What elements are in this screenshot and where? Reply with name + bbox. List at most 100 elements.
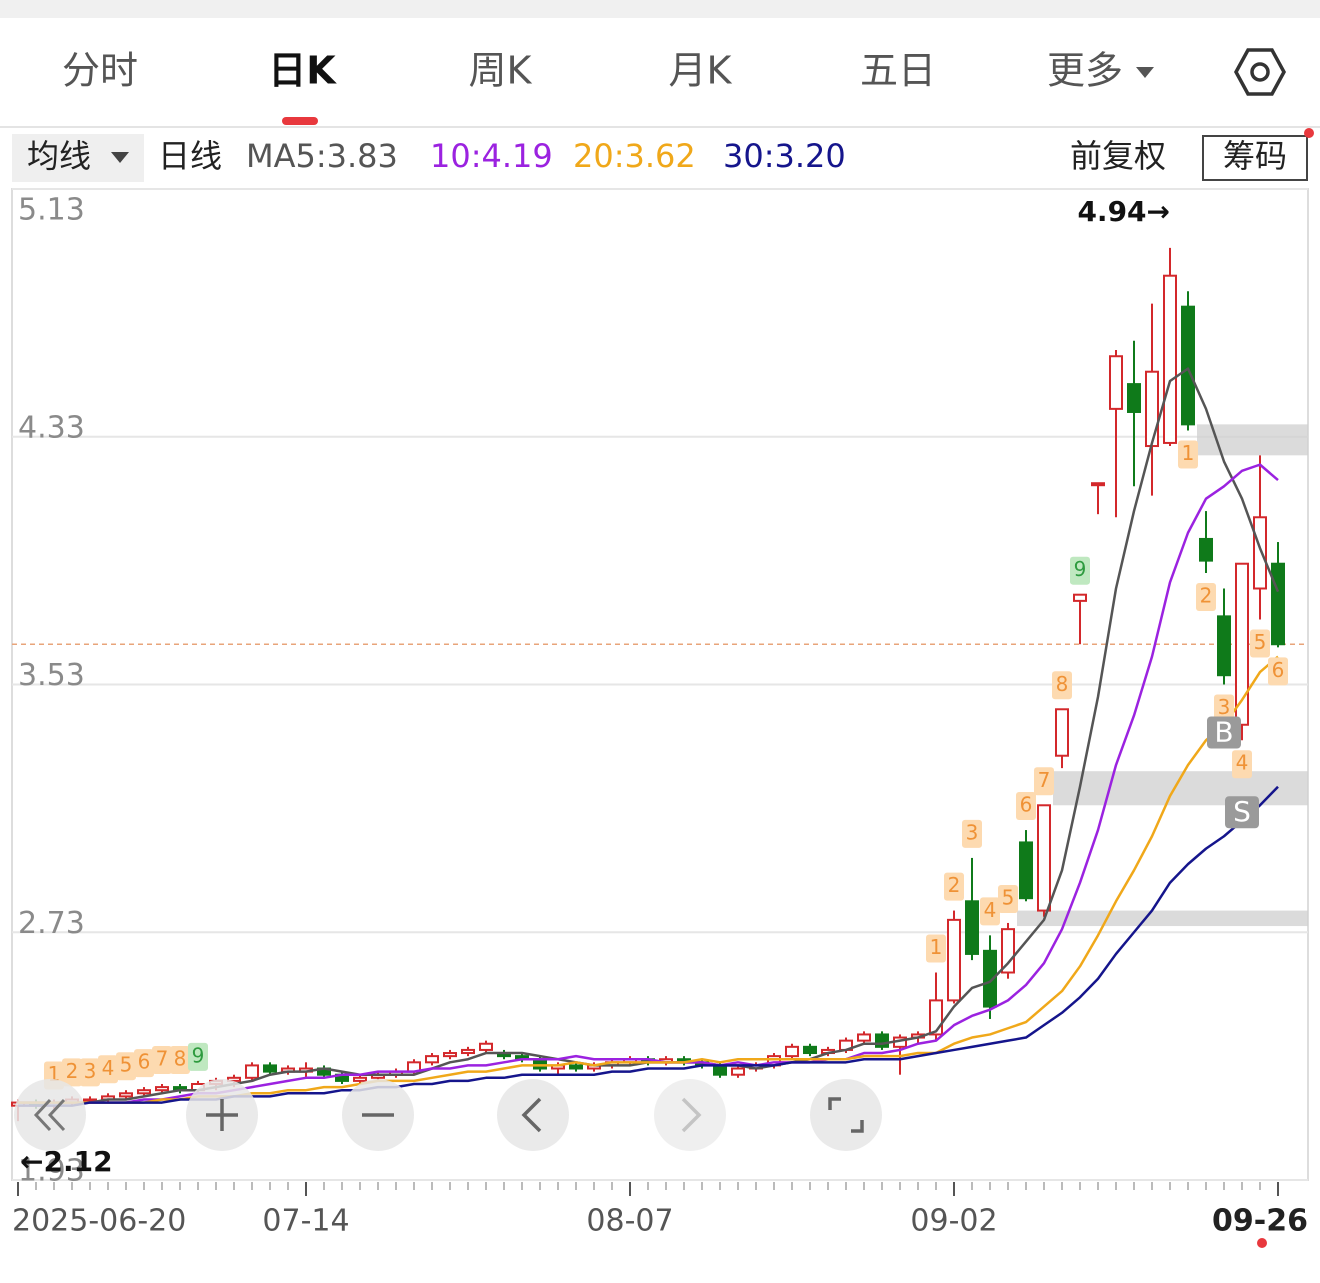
prev-button[interactable]: [497, 1079, 569, 1151]
candle-body: [425, 1055, 439, 1064]
candle-body: [803, 1045, 817, 1055]
scroll-dot: [1257, 1238, 1267, 1248]
td-label: 3: [1218, 695, 1231, 719]
candle-body: [947, 918, 961, 1002]
td-tag: [1196, 583, 1216, 612]
tab[interactable]: 月K: [669, 49, 733, 93]
candle-body: [1199, 537, 1213, 562]
notice-dot: [1304, 128, 1314, 138]
td-tag: [188, 1042, 208, 1071]
y-tick-label: 5.13: [18, 193, 85, 228]
tab[interactable]: 分时: [62, 49, 138, 93]
legend-entry: 30:3.20: [723, 137, 846, 175]
ma-menu-caret: [111, 152, 129, 163]
tab[interactable]: 周K: [469, 49, 533, 93]
candle-body: [965, 900, 979, 955]
candle-body: [245, 1064, 259, 1079]
legend-entry: 10:4.19: [430, 137, 553, 175]
y-tick-label: 1.93: [18, 1154, 85, 1189]
x-tick-label: 08-07: [586, 1204, 673, 1239]
zoom-controls: [14, 1079, 882, 1151]
td-label: 3: [84, 1059, 97, 1083]
tab-caret: [1136, 67, 1154, 78]
candle-body: [1037, 804, 1051, 912]
td-tag: [1052, 671, 1072, 700]
adjust-label[interactable]: 前复权: [1070, 137, 1166, 175]
td-label: 3: [966, 820, 979, 844]
candle-body: [137, 1089, 151, 1095]
chips-label[interactable]: 筹码: [1223, 137, 1287, 175]
td-tag: [1250, 629, 1270, 658]
candle-body: [263, 1064, 277, 1073]
td-label: 7: [156, 1046, 169, 1070]
next-icon: [681, 1097, 702, 1133]
fullscreen-icon: [828, 1097, 864, 1133]
x-tick-label: 2025-06-20: [12, 1204, 186, 1239]
prev-icon: [521, 1097, 542, 1133]
td-label: 8: [174, 1046, 187, 1070]
td-label: 9: [1074, 557, 1087, 581]
signal-label: B: [1214, 716, 1233, 749]
ma-menu[interactable]: 均线: [27, 137, 91, 175]
candle-body: [479, 1042, 493, 1051]
candle-body: [857, 1033, 871, 1042]
x-tick-label: 07-14: [262, 1204, 349, 1239]
td-tag: [944, 872, 964, 901]
td-tag: [926, 934, 946, 963]
candle-body: [1217, 615, 1231, 677]
plot: 1.93 2.73 3.53 4.33 5.13 2025-06-20 07-14 08-07…: [11, 188, 1308, 1239]
signal-badge: [1225, 796, 1259, 829]
legend: MA5:3.83 10:4.19 20:3.62 30:3.20: [246, 137, 846, 175]
candle-body: [119, 1092, 133, 1098]
td-label: 5: [1254, 630, 1267, 654]
td-label: 6: [1272, 658, 1285, 682]
td-label: 9: [192, 1043, 205, 1067]
tab[interactable]: 日K: [268, 49, 337, 93]
fullscreen-button[interactable]: [810, 1079, 882, 1151]
candle-body: [533, 1058, 547, 1070]
candle-body: [713, 1064, 727, 1076]
candle-body: [983, 949, 997, 1008]
tab-bar: 分时 日K 周K 月K 五日 更多: [62, 49, 1154, 93]
td-tag: [962, 819, 982, 848]
next-button[interactable]: [654, 1079, 726, 1151]
candle-body: [443, 1052, 457, 1058]
y-tick-label: 4.33: [18, 410, 85, 445]
td-label: 8: [1056, 672, 1069, 696]
candle-body: [155, 1086, 169, 1092]
candle-body: [1181, 305, 1195, 426]
candle-body: [731, 1067, 745, 1076]
td-label: 5: [120, 1053, 133, 1077]
td-label: 4: [984, 898, 997, 922]
td-tag: [980, 897, 1000, 926]
x-tick-label: 09-26: [1212, 1204, 1308, 1239]
td-tag: [1070, 556, 1090, 585]
tab[interactable]: 五日: [860, 49, 936, 93]
td-label: 5: [1002, 885, 1015, 909]
chips-button[interactable]: [1202, 135, 1308, 181]
td-tag: [134, 1049, 154, 1078]
candle-body: [785, 1045, 799, 1058]
candle-body: [1163, 274, 1177, 444]
candle-body: [1127, 383, 1141, 413]
min-label: ←2.12: [20, 1145, 113, 1178]
settings-icon-center: [1250, 62, 1270, 82]
tab[interactable]: 更多: [1047, 49, 1123, 93]
td-tag: [80, 1058, 100, 1087]
candle-body: [227, 1076, 241, 1082]
candle-body: [461, 1048, 475, 1055]
legend-entry: MA5:3.83: [246, 137, 398, 175]
signal-badge: [1207, 716, 1241, 749]
active-tab-indicator: [282, 117, 318, 125]
y-tick-label: 3.53: [18, 658, 85, 693]
td-tag: [998, 884, 1018, 913]
candle-body: [1091, 482, 1105, 487]
legend-entry: 20:3.62: [573, 137, 696, 175]
td-label: 2: [1200, 584, 1213, 608]
candle-body: [1271, 562, 1285, 646]
signal-label: S: [1233, 795, 1251, 828]
td-label: 6: [138, 1050, 151, 1074]
ma-line: [18, 655, 1279, 1104]
settings-icon[interactable]: [1234, 48, 1286, 96]
